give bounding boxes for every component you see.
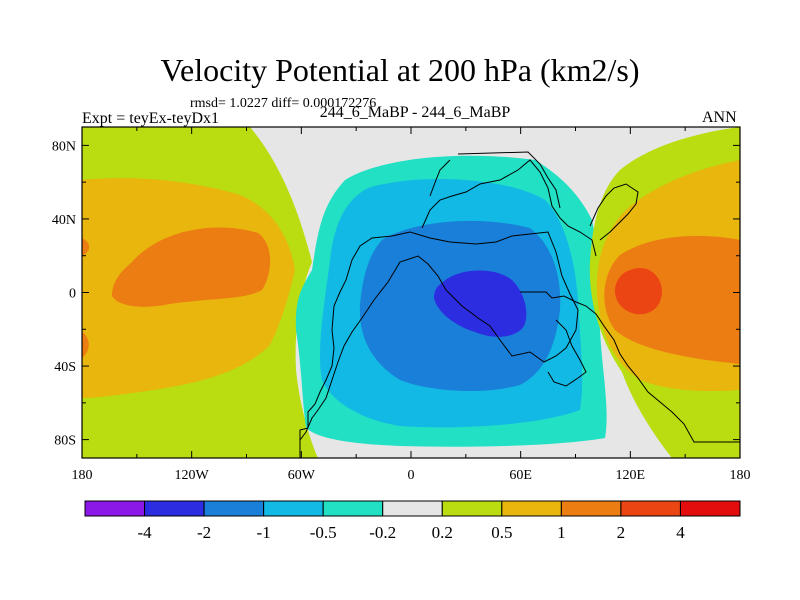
colorbar-swatch: [620, 500, 681, 517]
contour-east-1: [604, 235, 740, 364]
colorbar-swatch: [322, 500, 384, 517]
x-tick-label: 60W: [288, 468, 316, 483]
y-tick-label: 40N: [52, 213, 76, 228]
case-comparison-label: 244_6_MaBP - 244_6_MaBP: [319, 104, 511, 121]
x-tick-label: 120E: [616, 468, 646, 483]
contour-center-neg2: [434, 270, 527, 337]
colorbar-level-label: -1: [257, 523, 271, 542]
chart-title: Velocity Potential at 200 hPa (km2/s): [160, 52, 640, 88]
y-tick-label: 80N: [52, 139, 76, 154]
contour-west-1: [82, 227, 271, 358]
continent-outlines: [299, 151, 740, 458]
colorbar-swatch: [501, 500, 562, 517]
colorbar-swatch: [560, 500, 622, 517]
colorbar-swatch: [441, 500, 503, 517]
colorbar-level-label: -2: [197, 523, 211, 542]
experiment-label: Expt = teyEx-teyDx1: [82, 110, 219, 127]
contour-east-2: [614, 268, 662, 315]
colorbar-swatch: [203, 500, 265, 517]
colorbar-swatch: [679, 500, 741, 517]
colorbar: -4 -2 -1 -0.5 -0.2 0.2 0.5 1 2 4: [84, 500, 741, 542]
colorbar-swatch: [84, 500, 146, 517]
x-tick-label: 180: [72, 468, 93, 483]
y-tick-label: 40S: [54, 360, 76, 375]
colorbar-level-label: 1: [557, 523, 566, 542]
colorbar-level-label: 2: [617, 523, 626, 542]
colorbar-level-label: 0.5: [491, 523, 512, 542]
y-tick-label: 80S: [54, 434, 76, 449]
contour-fill: [82, 127, 740, 458]
colorbar-level-label: -4: [137, 523, 152, 542]
x-tick-label: 0: [408, 468, 415, 483]
colorbar-swatch: [144, 500, 205, 517]
colorbar-swatch: [382, 500, 443, 517]
season-label: ANN: [702, 109, 737, 126]
x-tick-label: 180: [730, 468, 751, 483]
y-tick-label: 0: [69, 287, 76, 302]
colorbar-level-label: -0.5: [310, 523, 337, 542]
x-tick-label: 120W: [175, 468, 210, 483]
colorbar-level-label: -0.2: [369, 523, 396, 542]
rmsd-diff-stats: rmsd= 1.0227 diff= 0.000172276: [190, 96, 377, 111]
colorbar-swatch: [263, 500, 324, 517]
colorbar-level-label: 4: [676, 523, 685, 542]
x-tick-label: 60E: [509, 468, 532, 483]
colorbar-level-label: 0.2: [432, 523, 453, 542]
axis-ticks: 180 120W 60W 0 60E 120E 180 80N 40N 0 40S 80S: [52, 127, 751, 483]
